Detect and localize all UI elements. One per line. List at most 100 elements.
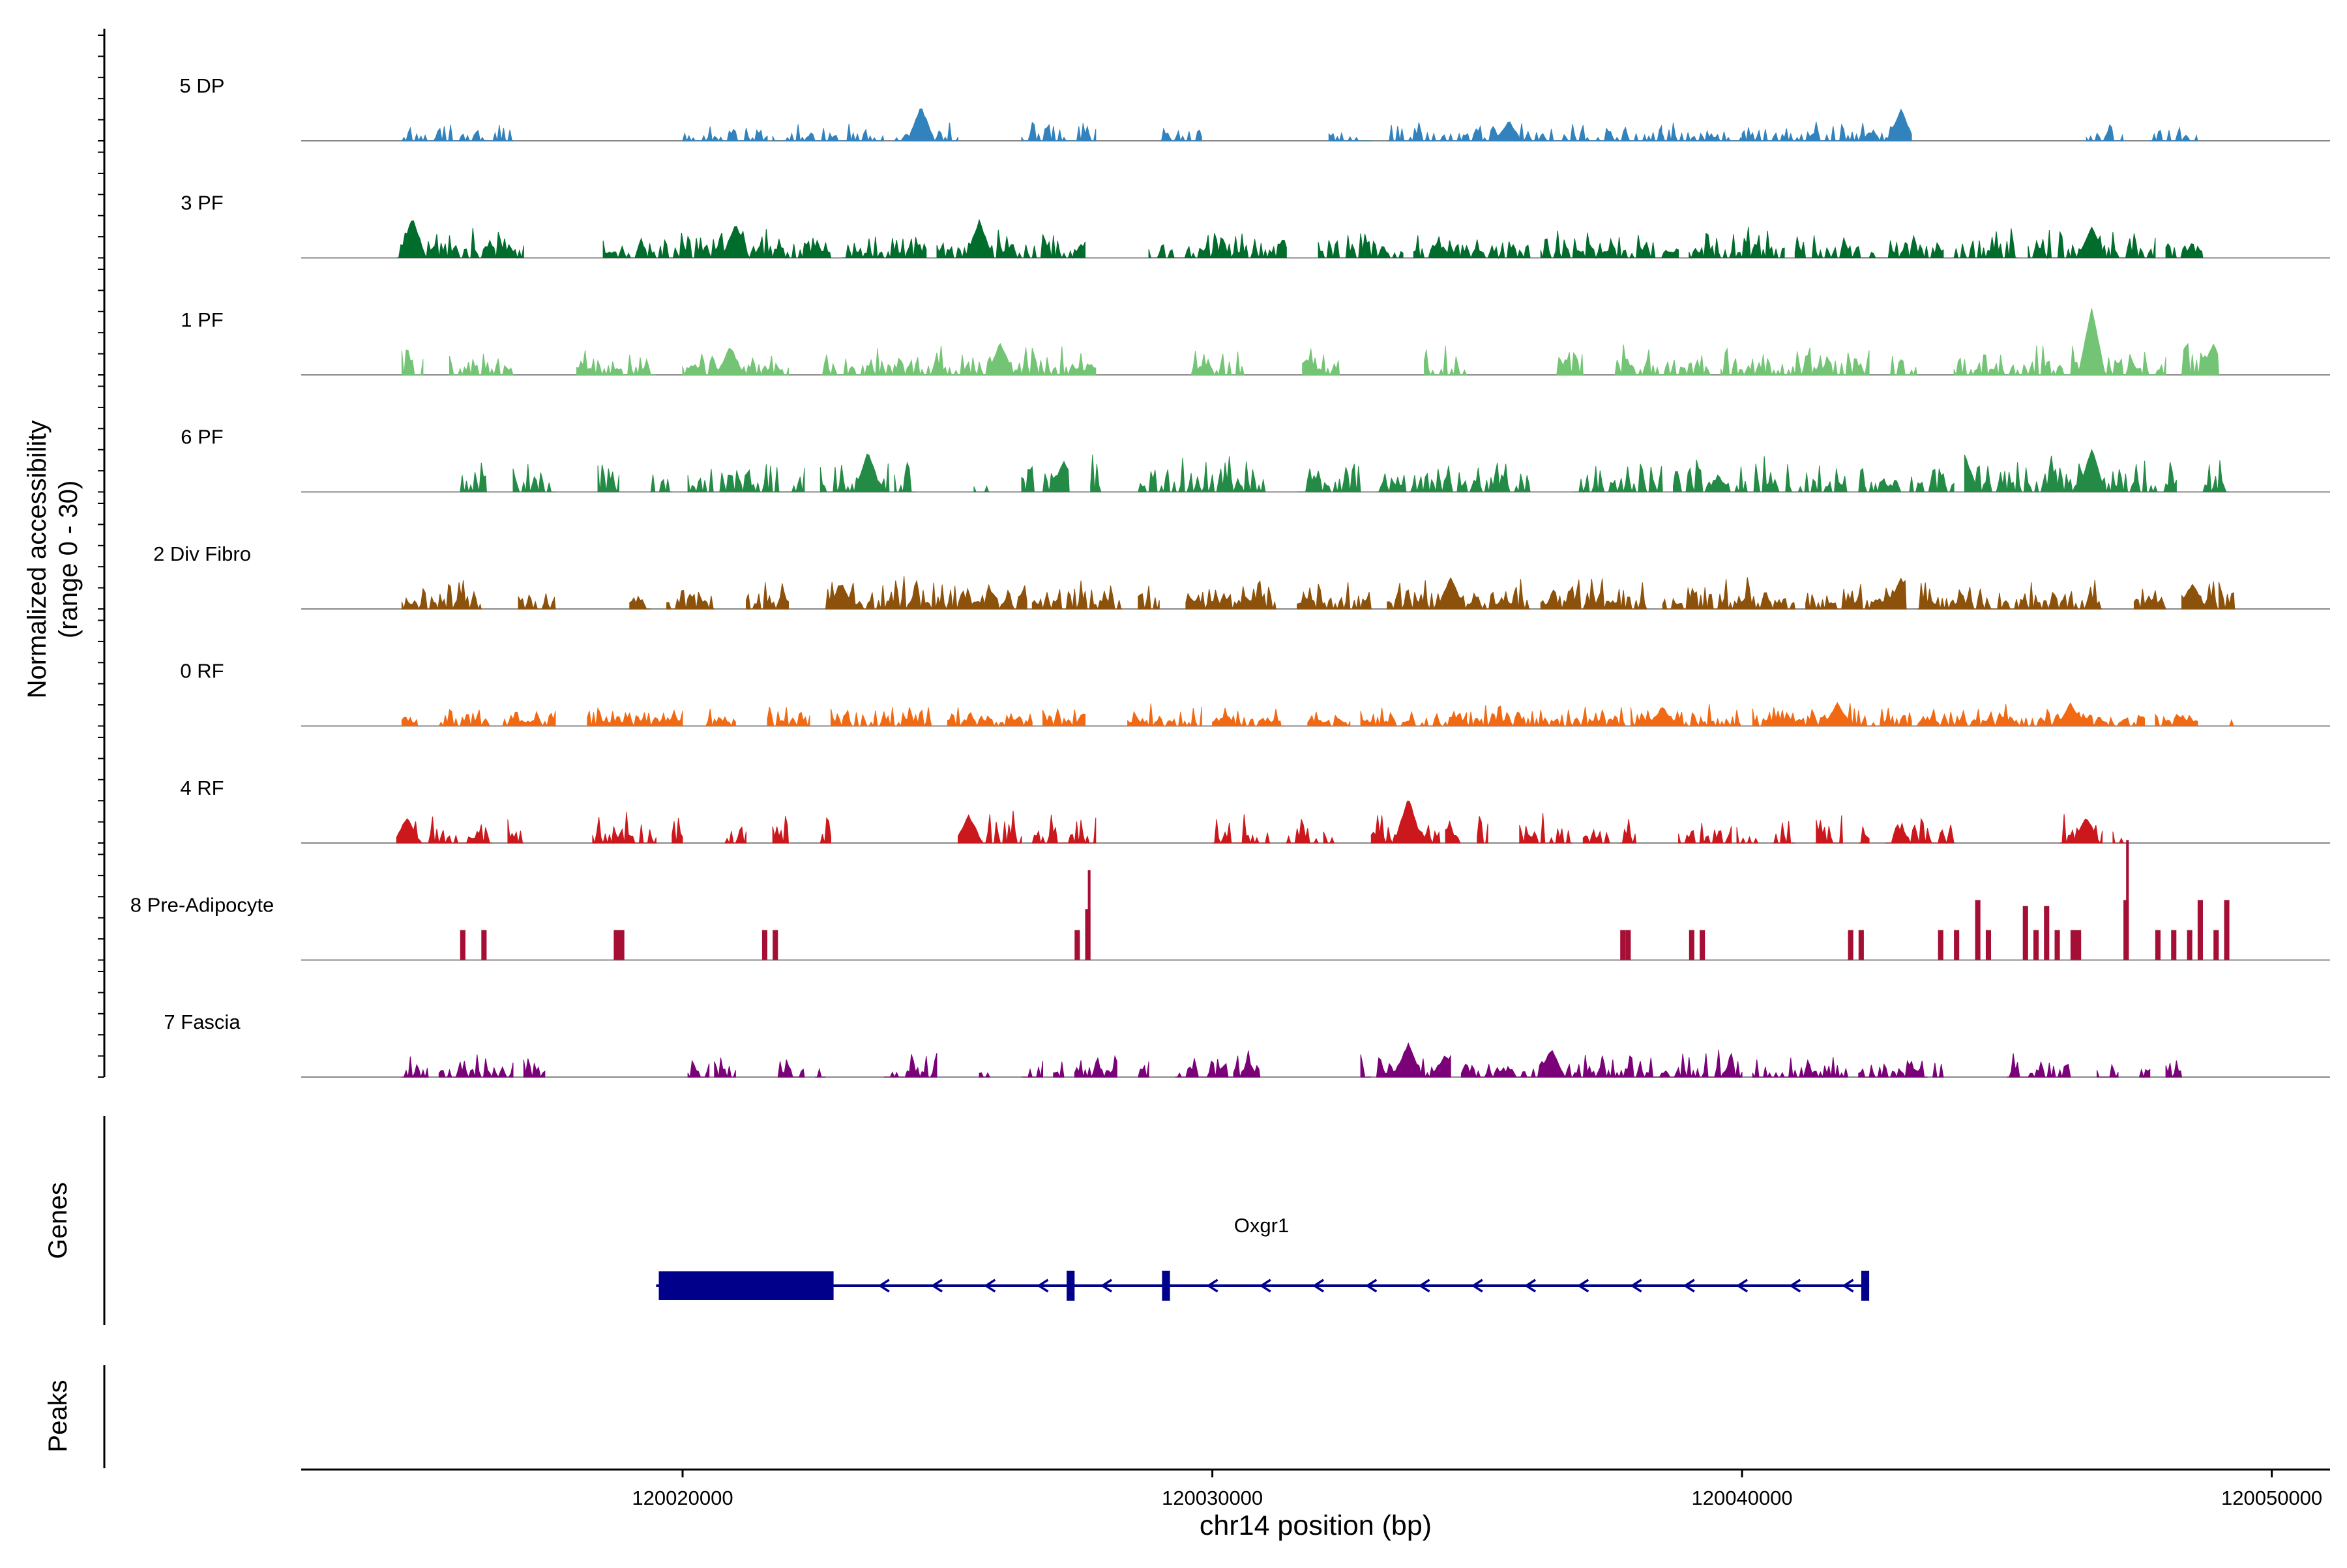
signal-area [1138,456,1266,493]
signal-area [1678,823,1732,844]
signal-area [1031,580,1123,610]
signal-area [1190,351,1245,376]
signal-bar [1087,870,1091,960]
peaks-panel-label: Peaks [44,1380,72,1452]
signal-area [1556,351,1584,376]
signal-area [1042,707,1085,728]
gene-exon [1067,1271,1075,1301]
x-tick-label: 120030000 [1162,1487,1263,1509]
gene-panel: Oxgr1 [656,1214,1870,1301]
coverage-tracks: 5 DP 3 PF 1 PF 6 PF 2 Div Fibro 0 RF 4 RF 8 Pre… [130,74,2330,1078]
signal-area [672,818,683,844]
signal-area [1736,827,1759,844]
signal-area [1021,121,1097,142]
signal-area [1286,819,1319,844]
track-label: 7 Fascia [164,1011,241,1033]
signal-bar [1858,930,1864,960]
signal-bar [2123,900,2129,960]
signal-bar [1700,930,1705,960]
signal-area [592,812,657,844]
signal-area [1185,580,1277,610]
signal-area [947,707,1033,728]
track-label: 4 RF [180,777,224,799]
signal-area [1540,578,1647,610]
signal-area [1413,235,1531,259]
signal-area [512,464,555,492]
signal-area [687,1059,710,1078]
signal-area [714,1058,736,1078]
signal-bar [460,930,465,960]
signal-area [2007,1053,2071,1078]
signal-area [1582,829,1610,844]
signal-area [1631,703,1743,728]
signal-area [1741,108,1912,142]
signal-bar [1975,900,1981,960]
genes-panel-label: Genes [44,1182,72,1259]
signal-area [825,576,1027,610]
signal-area [1175,1058,1234,1078]
strand-arrow [1100,1279,1112,1293]
signal-bar [1085,909,1091,960]
signal-area [401,349,424,376]
signal-area [597,464,619,492]
gene-exon [1162,1271,1170,1301]
track-label: 1 PF [181,308,223,331]
signal-area [1370,801,1441,844]
gene-exon [658,1271,834,1300]
strand-arrow [1735,1279,1749,1293]
strand-arrow [1789,1279,1801,1293]
signal-area [587,707,683,728]
x-tick-label: 120020000 [632,1487,733,1509]
signal-area [958,810,1022,844]
signal-area [1387,121,1520,142]
signal-area [1360,707,1468,727]
signal-area [973,485,990,492]
signal-area [2059,814,2103,844]
signal-bar [2213,930,2219,960]
y-axis-title-line2: (range 0 - 30) [54,481,83,638]
signal-area [1328,131,1372,142]
strand-arrow [1206,1279,1218,1293]
signal-area [1460,1050,1573,1078]
signal-area [502,711,556,728]
signal-area [396,816,492,844]
signal-area [2228,718,2235,726]
signal-area [1540,230,1679,259]
signal-bar [2022,906,2028,960]
signal-bar [481,930,487,960]
signal-area [1376,1042,1451,1078]
signal-bar [2054,930,2060,960]
signal-area [2102,460,2177,494]
signal-area [1445,820,1462,844]
signal-area [2133,589,2166,610]
signal-area [1424,346,1468,376]
signal-area [1138,1061,1149,1078]
signal-bar [2197,900,2203,960]
signal-area [1689,226,1785,259]
signal-area [401,717,419,726]
signal-area [1953,228,2018,258]
signal-area [2149,126,2198,142]
signal-area [1477,816,1488,844]
signal-area [1466,705,1627,728]
signal-area [1323,831,1335,844]
signal-area [777,1059,805,1078]
signal-area [1387,577,1531,610]
signal-bar [1620,930,1626,960]
signal-bar [2224,900,2230,960]
x-tick-label: 120040000 [1692,1487,1793,1509]
signal-area [815,1067,826,1078]
signal-area [1953,308,2166,376]
signal-area [1307,711,1351,727]
signal-area [979,1072,991,1078]
strand-arrow [1524,1279,1537,1293]
signal-area [2017,702,2146,728]
signal-area [1752,702,1912,728]
signal-bar [2070,930,2082,960]
signal-area [1090,454,1102,492]
signal-area [1021,460,1070,492]
coverage-y-axis-ticks [98,35,104,1078]
track-label: 2 Div Fibro [153,542,251,565]
